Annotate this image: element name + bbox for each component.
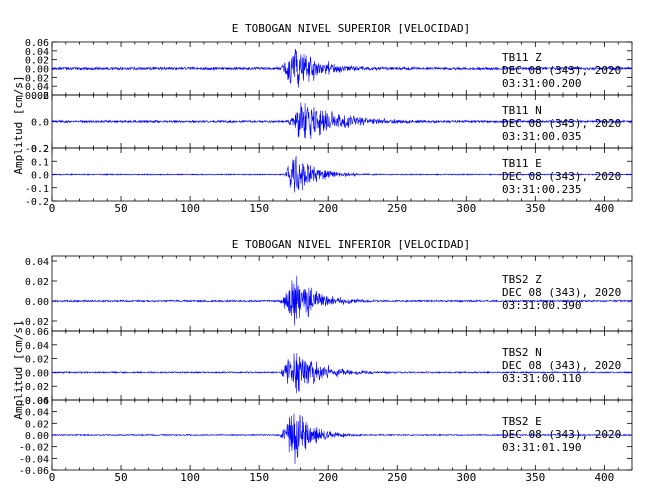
y-tick-label: -0.02 bbox=[19, 73, 49, 84]
x-tick-label: 400 bbox=[594, 202, 614, 215]
trace-time-label: 03:31:00.110 bbox=[502, 372, 581, 385]
y-tick-label: 0.06 bbox=[25, 38, 49, 49]
y-tick-label: 0.06 bbox=[25, 396, 49, 407]
y-tick-label: -0.06 bbox=[19, 91, 49, 102]
trace-station-label: TB11 E bbox=[502, 157, 542, 170]
y-tick-label: 0.00 bbox=[25, 431, 49, 442]
x-tick-label: 400 bbox=[594, 471, 614, 484]
waveform-line bbox=[51, 48, 633, 88]
y-tick-label: -0.04 bbox=[19, 82, 49, 93]
y-tick-label: -0.02 bbox=[19, 317, 49, 328]
bottom-panel-ylabel: Amplitud [cm/s] bbox=[12, 320, 25, 419]
waveform-line bbox=[51, 102, 633, 140]
y-tick-label: 0.2 bbox=[31, 144, 49, 155]
x-tick-label: 350 bbox=[525, 202, 545, 215]
y-tick-label: 0.04 bbox=[25, 47, 49, 58]
x-tick-label: 150 bbox=[249, 202, 269, 215]
trace-time-label: 03:31:00.235 bbox=[502, 183, 581, 196]
x-tick-label: 100 bbox=[180, 471, 200, 484]
y-tick-label: -0.06 bbox=[19, 466, 49, 477]
x-tick-label: 150 bbox=[249, 471, 269, 484]
y-tick-label: -0.04 bbox=[19, 396, 49, 407]
x-tick-label: 300 bbox=[456, 202, 476, 215]
trace-time-label: 03:31:00.390 bbox=[502, 299, 581, 312]
trace-date-label: DEC 08 (343), 2020 bbox=[502, 170, 621, 183]
y-tick-label: -0.02 bbox=[19, 382, 49, 393]
y-tick-label: -0.2 bbox=[25, 197, 49, 208]
trace-station-label: TBS2 Z bbox=[502, 273, 542, 286]
top-panel-ylabel: Amplitud [cm/s] bbox=[12, 75, 25, 174]
x-tick-label: 250 bbox=[387, 202, 407, 215]
y-tick-label: 0.04 bbox=[25, 341, 49, 352]
y-tick-label: 0.02 bbox=[25, 277, 49, 288]
trace-date-label: DEC 08 (343), 2020 bbox=[502, 428, 621, 441]
y-tick-label: 0.00 bbox=[25, 368, 49, 379]
bottom-panel-title: E TOBOGAN NIVEL INFERIOR [VELOCIDAD] bbox=[232, 238, 470, 251]
y-tick-label: 0.00 bbox=[25, 297, 49, 308]
y-tick-label: -0.04 bbox=[19, 454, 49, 465]
top-panel-title: E TOBOGAN NIVEL SUPERIOR [VELOCIDAD] bbox=[232, 22, 470, 35]
y-tick-label: 0.1 bbox=[31, 157, 49, 168]
x-tick-label: 250 bbox=[387, 471, 407, 484]
y-tick-label: 0.02 bbox=[25, 419, 49, 430]
y-tick-label: -0.2 bbox=[25, 144, 49, 155]
trace-station-label: TBS2 N bbox=[502, 346, 542, 359]
trace-station-label: TB11 N bbox=[502, 104, 542, 117]
y-tick-label: 0.02 bbox=[25, 355, 49, 366]
x-tick-label: 350 bbox=[525, 471, 545, 484]
waveform-line bbox=[51, 413, 633, 465]
y-tick-label: 0.04 bbox=[25, 257, 49, 268]
x-tick-label: 0 bbox=[49, 202, 56, 215]
y-tick-label: -0.02 bbox=[19, 443, 49, 454]
waveform-line bbox=[51, 155, 633, 193]
trace-date-label: DEC 08 (343), 2020 bbox=[502, 359, 621, 372]
x-tick-label: 0 bbox=[49, 471, 56, 484]
y-tick-label: 0.04 bbox=[25, 408, 49, 419]
y-tick-label: 0.00 bbox=[25, 65, 49, 76]
trace-time-label: 03:31:01.190 bbox=[502, 441, 581, 454]
x-tick-label: 50 bbox=[114, 202, 127, 215]
trace-station-label: TB11 Z bbox=[502, 51, 542, 64]
trace-time-label: 03:31:00.035 bbox=[502, 130, 581, 143]
x-tick-label: 50 bbox=[114, 471, 127, 484]
x-tick-label: 200 bbox=[318, 471, 338, 484]
x-tick-label: 300 bbox=[456, 471, 476, 484]
y-tick-label: 0.06 bbox=[25, 327, 49, 338]
x-tick-label: 200 bbox=[318, 202, 338, 215]
trace-time-label: 03:31:00.200 bbox=[502, 77, 581, 90]
trace-date-label: DEC 08 (343), 2020 bbox=[502, 64, 621, 77]
waveform-line bbox=[51, 275, 633, 326]
y-tick-label: -0.1 bbox=[25, 184, 49, 195]
trace-date-label: DEC 08 (343), 2020 bbox=[502, 117, 621, 130]
y-tick-label: 0.02 bbox=[25, 56, 49, 67]
waveform-line bbox=[51, 353, 633, 394]
x-tick-label: 100 bbox=[180, 202, 200, 215]
y-tick-label: 0.2 bbox=[31, 91, 49, 102]
trace-date-label: DEC 08 (343), 2020 bbox=[502, 286, 621, 299]
y-tick-label: 0.0 bbox=[31, 171, 49, 182]
y-tick-label: 0.0 bbox=[31, 118, 49, 129]
trace-station-label: TBS2 E bbox=[502, 415, 542, 428]
